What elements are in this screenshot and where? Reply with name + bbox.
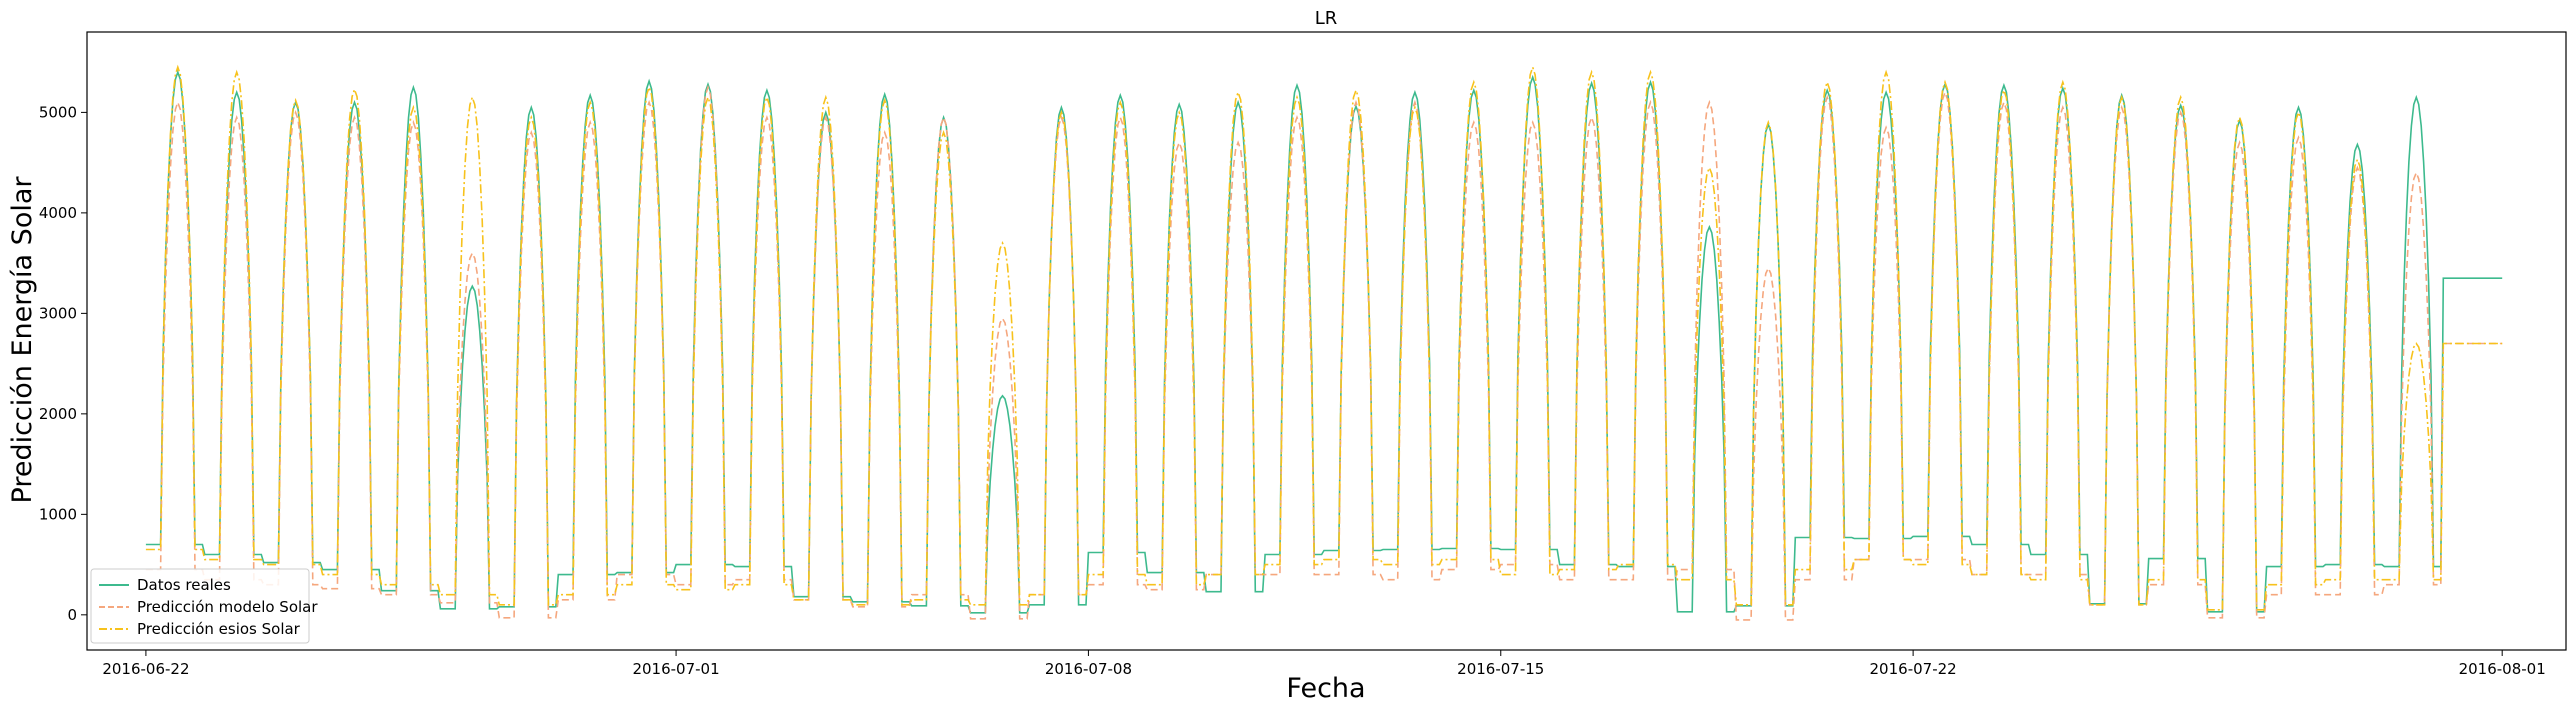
y-axis: 0 1000 2000 3000 4000 5000 xyxy=(39,103,87,624)
y-tick-label: 0 xyxy=(67,606,77,624)
x-tick-label: 2016-07-08 xyxy=(1045,660,1132,678)
chart-title: LR xyxy=(1315,8,1338,29)
legend-label-prediccion-esios: Predicción esios Solar xyxy=(137,620,301,638)
x-tick-label: 2016-07-15 xyxy=(1457,660,1544,678)
y-tick-label: 2000 xyxy=(39,405,77,423)
y-tick-label: 4000 xyxy=(39,204,77,222)
legend-label-datos-reales: Datos reales xyxy=(137,576,231,594)
legend-label-prediccion-modelo: Predicción modelo Solar xyxy=(137,598,318,616)
x-tick-label: 2016-06-22 xyxy=(102,660,189,678)
legend: Datos reales Predicción modelo Solar Pre… xyxy=(90,568,318,644)
series-line-datos-reales xyxy=(145,69,2503,614)
x-axis-label: Fecha xyxy=(1286,673,1365,704)
plot-area xyxy=(145,64,2503,621)
x-tick-label: 2016-07-22 xyxy=(1870,660,1957,678)
x-axis: 2016-06-22 2016-07-01 2016-07-08 2016-07-15… xyxy=(102,650,2546,678)
series-line-predicci-n-esios-solar xyxy=(145,64,2503,611)
y-tick-label: 5000 xyxy=(39,103,77,121)
plot-frame xyxy=(86,31,2567,651)
series-line-predicci-n-modelo-solar xyxy=(145,84,2503,621)
x-tick-label: 2016-07-01 xyxy=(632,660,719,678)
y-tick-label: 3000 xyxy=(39,304,77,322)
y-axis-label: Predicción Energía Solar xyxy=(7,176,38,504)
x-tick-label: 2016-08-01 xyxy=(2459,660,2546,678)
y-tick-label: 1000 xyxy=(39,505,77,523)
legend-frame xyxy=(90,568,310,644)
